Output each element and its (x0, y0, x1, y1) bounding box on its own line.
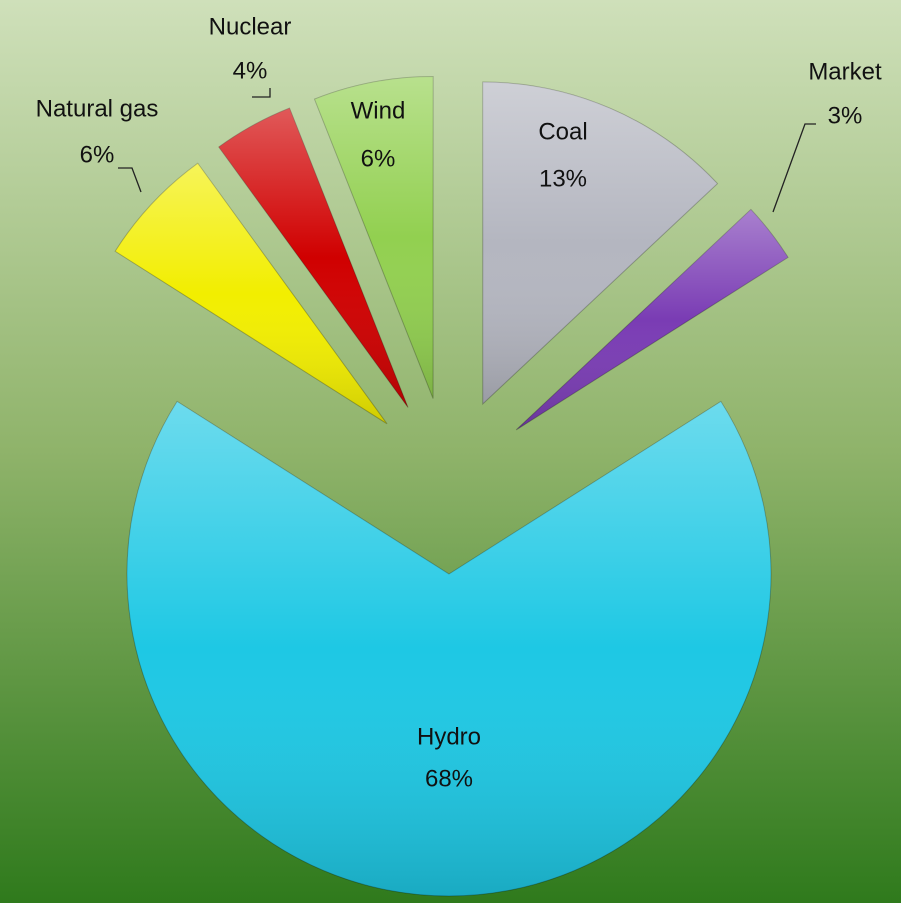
slice-value-label: 68% (425, 765, 473, 792)
slice-label: Market (808, 58, 882, 85)
slice-label: Wind (351, 97, 406, 124)
slice-value-label: 6% (361, 145, 396, 172)
slice-label: Natural gas (36, 95, 159, 122)
slice-label: Coal (538, 118, 587, 145)
leader-line (118, 167, 142, 193)
slice-label: Nuclear (209, 13, 292, 40)
slice-value-label: 4% (233, 57, 268, 84)
leader-line (772, 123, 816, 213)
slice-value-label: 13% (539, 165, 587, 192)
leader-line (252, 88, 271, 98)
slice-value-label: 6% (80, 141, 115, 168)
slice-value-label: 3% (828, 102, 863, 129)
slice-label: Hydro (417, 723, 481, 750)
